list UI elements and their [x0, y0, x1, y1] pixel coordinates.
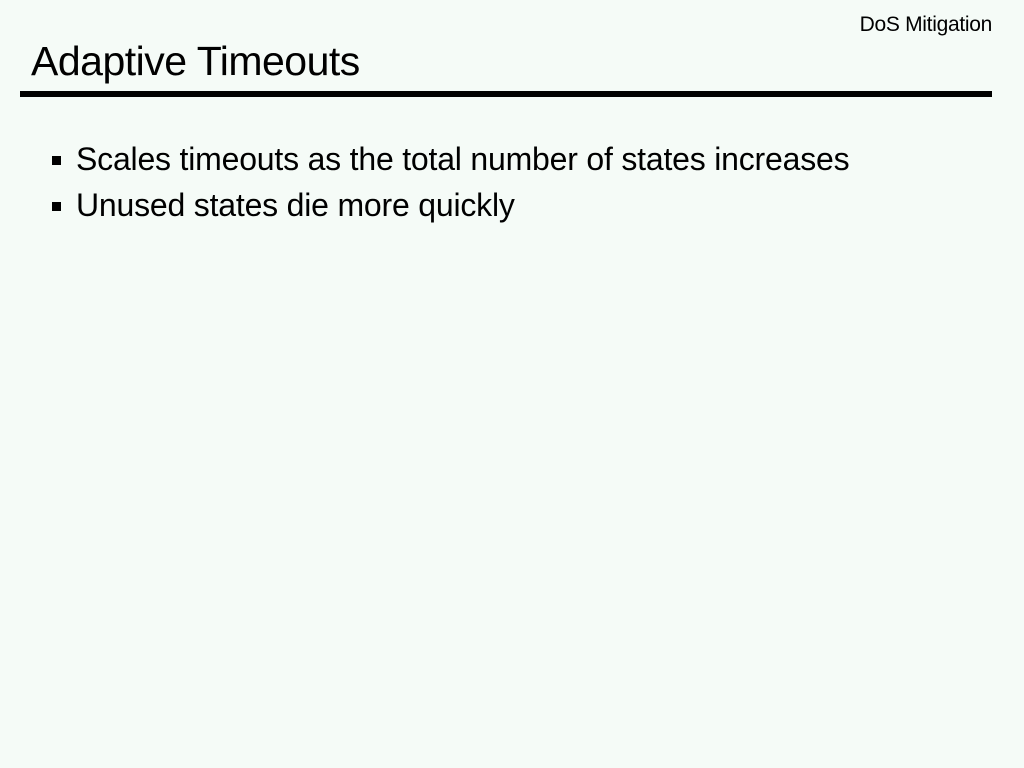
title-divider: [20, 91, 992, 97]
section-label: DoS Mitigation: [859, 13, 993, 36]
bullet-text: Unused states die more quickly: [76, 186, 515, 223]
slide-title: Adaptive Timeouts: [31, 38, 360, 84]
square-bullet-icon: [52, 155, 61, 165]
bullet-text: Scales timeouts as the total number of s…: [76, 140, 850, 177]
bullet-item: Unused states die more quickly: [52, 182, 849, 228]
square-bullet-icon: [52, 201, 61, 211]
bullet-list: Scales timeouts as the total number of s…: [52, 136, 850, 228]
bullet-item: Scales timeouts as the total number of s…: [52, 136, 850, 182]
